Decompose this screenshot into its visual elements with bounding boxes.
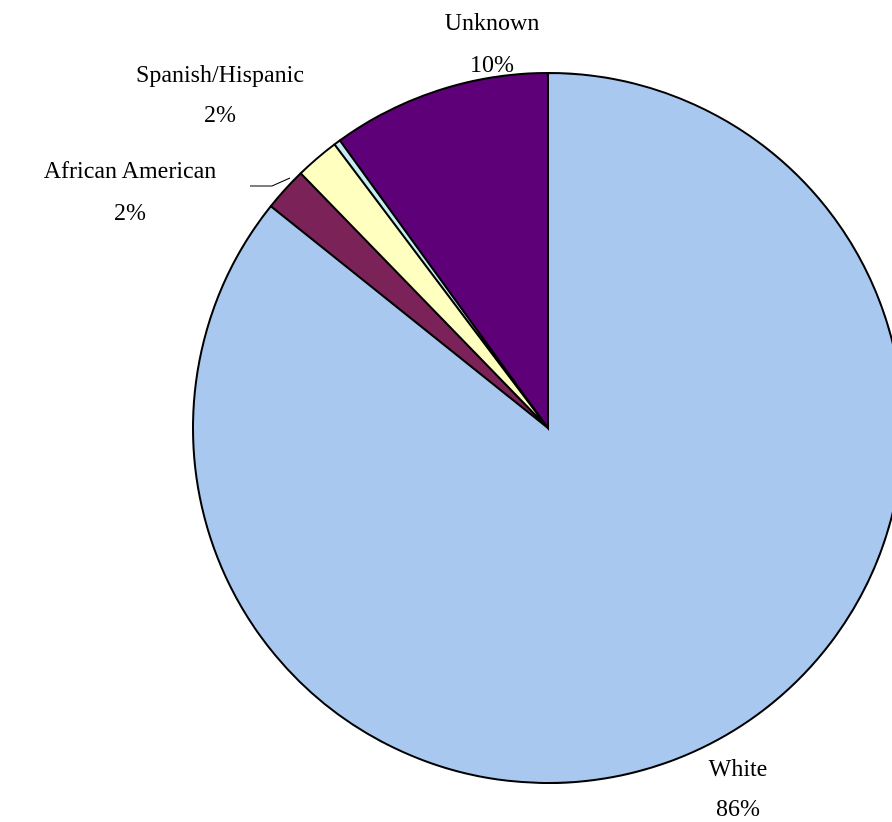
slice-label-name-unknown: Unknown — [445, 10, 540, 36]
pie-slice-white — [192, 71, 892, 784]
leader-line-african-american — [250, 177, 291, 187]
slice-label-value-spanish-hispanic: 2% — [204, 102, 236, 128]
slice-label-name-african-american: African American — [44, 158, 217, 184]
slice-label-name-white: White — [709, 756, 768, 782]
leader-lines — [250, 177, 291, 187]
slices-layer — [192, 71, 892, 784]
slice-label-value-white: 86% — [716, 796, 760, 822]
slice-label-value-african-american: 2% — [114, 200, 146, 226]
slice-label-name-spanish-hispanic: Spanish/Hispanic — [136, 62, 304, 88]
pie-slice-unknown — [338, 71, 549, 432]
slice-label-value-unknown: 10% — [470, 52, 514, 78]
labels-layer: Unknown 10% Spanish/Hispanic 2% African … — [44, 10, 768, 822]
